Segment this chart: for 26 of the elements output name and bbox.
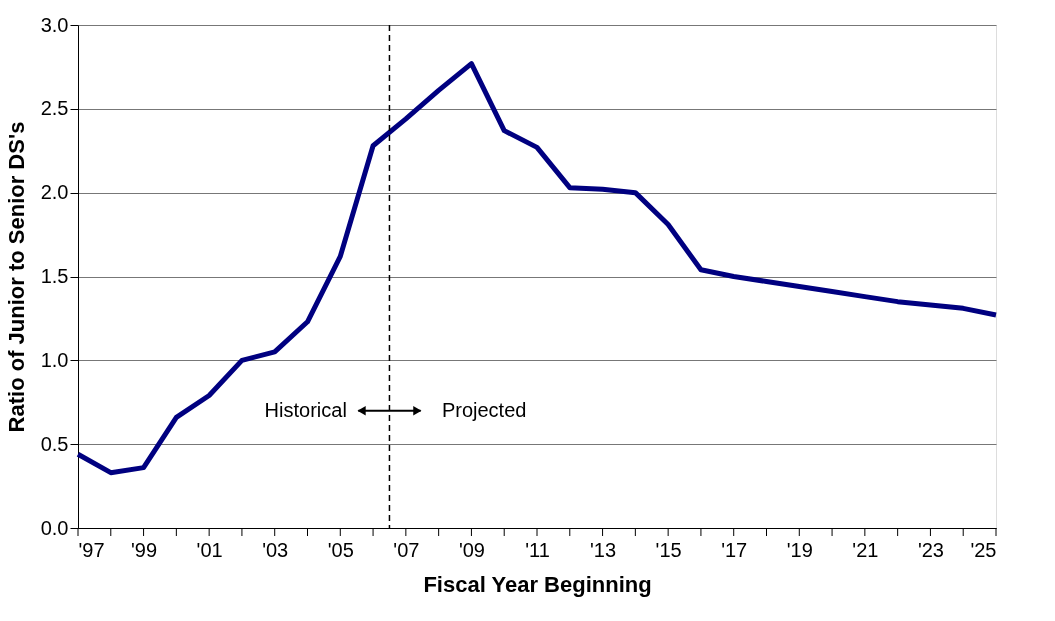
x-tick-label: '05 [327, 538, 354, 561]
y-tick-label: 2.5 [40, 97, 69, 120]
x-tick-label: '17 [721, 538, 748, 561]
x-tick-label: '07 [393, 538, 420, 561]
annotation: Historical [264, 398, 347, 421]
x-axis-title: Fiscal Year Beginning [423, 571, 652, 597]
x-tick-label: '99 [131, 538, 158, 561]
x-tick-label: '15 [655, 538, 682, 561]
annotation: Projected [441, 398, 527, 421]
y-tick-label: 3.0 [40, 13, 69, 36]
x-tick-label: '09 [458, 538, 485, 561]
x-tick-label: '25 [970, 538, 997, 561]
x-tick-label: '97 [78, 538, 105, 561]
y-tick-label: 0.0 [40, 516, 69, 539]
x-tick-label: '01 [196, 538, 223, 561]
x-tick-label: '19 [786, 538, 813, 561]
x-tick-label: '23 [917, 538, 944, 561]
y-tick-label: 1.5 [40, 265, 69, 287]
x-tick-label: '03 [262, 538, 289, 561]
y-axis-title: Ratio of Junior to Senior DS's [3, 121, 29, 433]
x-tick-label: '13 [590, 538, 617, 561]
y-tick-label: 1.0 [40, 348, 69, 371]
x-tick-label: '11 [525, 538, 550, 561]
x-tick-label: '21 [852, 538, 879, 561]
y-tick-label: 0.5 [40, 432, 69, 455]
y-tick-label: 2.0 [40, 181, 69, 204]
